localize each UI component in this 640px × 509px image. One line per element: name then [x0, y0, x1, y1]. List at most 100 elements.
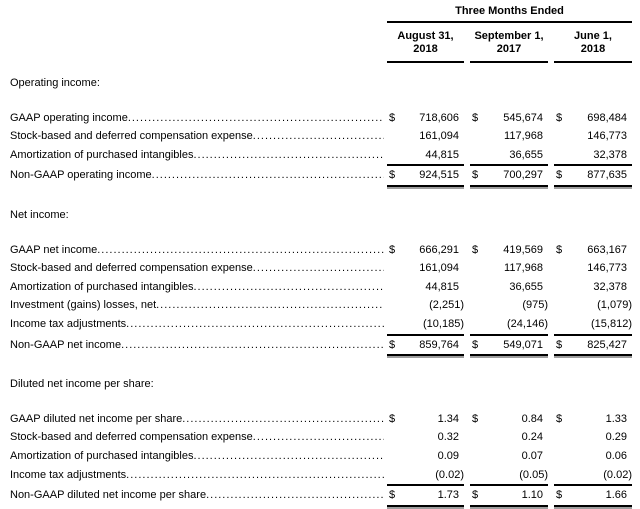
value: 1.34	[437, 412, 459, 425]
section-title-spacer	[10, 394, 632, 410]
row-label-cell: GAAP operating income	[10, 109, 384, 128]
value: 718,606	[419, 111, 459, 124]
value-cell: $545,674	[470, 109, 548, 128]
value-cell: 0.09	[387, 447, 464, 466]
value: 0.07	[521, 449, 543, 462]
section-gap	[10, 356, 632, 375]
row-label: Income tax adjustments	[10, 317, 127, 330]
value-cell: 146,773	[554, 259, 632, 278]
dollar-sign: $	[472, 243, 479, 256]
header-columns: Three Months Ended August 31, 2018 Septe…	[387, 5, 632, 63]
value-cell: $859,764	[387, 333, 464, 358]
value-cell: 32,378	[554, 146, 632, 165]
value: (24,146)	[507, 317, 548, 330]
value-cell: $419,569	[470, 241, 548, 260]
table-row: GAAP net income$666,291$419,569$663,167	[10, 241, 632, 260]
value-cell: 32,378	[554, 278, 632, 297]
dollar-sign: $	[389, 169, 396, 182]
row-label: Income tax adjustments	[10, 468, 127, 481]
value: 419,569	[503, 243, 543, 256]
value: 36,655	[509, 148, 543, 161]
value: 698,484	[587, 111, 627, 124]
column-header-date-line2: 2018	[413, 43, 438, 55]
value-cell: 146,773	[554, 127, 632, 146]
section-title-spacer	[10, 93, 632, 109]
value-cell: $825,427	[554, 333, 632, 358]
value: 0.06	[605, 449, 627, 462]
value-cell: (1,079)	[554, 296, 632, 315]
value: (0.05)	[519, 468, 548, 481]
row-label-cell: Stock-based and deferred compensation ex…	[10, 259, 384, 278]
value-cell: (2,251)	[387, 296, 464, 315]
value: (10,185)	[423, 317, 464, 330]
value: 32,378	[593, 148, 627, 161]
row-label-cell: GAAP net income	[10, 241, 384, 260]
dollar-sign: $	[556, 412, 563, 425]
dot-leader	[126, 466, 384, 485]
value-cell: $1.33	[554, 410, 632, 429]
value-cell: $700,297	[470, 164, 548, 189]
value: 666,291	[419, 243, 459, 256]
table-row: Amortization of purchased intangibles 44,…	[10, 278, 632, 297]
value-cell: (0.02)	[554, 466, 632, 485]
table-row: Income tax adjustments (0.02) (0.05) (0.02)	[10, 466, 632, 485]
value-cell: $1.73	[387, 484, 464, 509]
section: Operating income: GAAP operating income $7…	[10, 74, 632, 189]
value: 1.66	[605, 489, 627, 502]
row-label-cell: Investment (gains) losses, net	[10, 296, 384, 315]
value: (15,812)	[591, 317, 632, 330]
value-cell: $877,635	[554, 164, 632, 189]
dollar-sign: $	[472, 111, 479, 124]
row-label: Stock-based and deferred compensation ex…	[10, 130, 253, 143]
section-gap	[10, 187, 632, 206]
value-cell: 0.29	[554, 428, 632, 447]
value-cell: 0.07	[470, 447, 548, 466]
row-label: Non-GAAP operating income	[10, 169, 152, 182]
dollar-sign: $	[389, 489, 396, 502]
table-row: Non-GAAP operating income$924,515$700,29…	[10, 164, 632, 189]
column-header-date-line1: September 1,	[474, 30, 544, 42]
value: 0.29	[605, 431, 627, 444]
dollar-sign: $	[556, 243, 563, 256]
value-cell: $718,606	[387, 109, 464, 128]
value-cell: 161,094	[387, 127, 464, 146]
value: 1.10	[521, 489, 543, 502]
row-label-cell: Non-GAAP diluted net income per share	[10, 486, 384, 505]
value-cell: $549,071	[470, 333, 548, 358]
value: 161,094	[419, 262, 459, 275]
column-header-date-line2: 2017	[496, 43, 522, 55]
value-cell: $666,291	[387, 241, 464, 260]
section-title: Net income:	[10, 208, 69, 221]
section-title: Diluted net income per share:	[10, 378, 154, 391]
value: (0.02)	[435, 468, 464, 481]
value: 1.33	[605, 412, 627, 425]
dot-leader	[253, 127, 384, 146]
row-label: Non-GAAP net income	[10, 338, 122, 351]
table-row: Stock-based and deferred compensation ex…	[10, 428, 632, 447]
value-cell: 0.24	[470, 428, 548, 447]
value: 0.24	[521, 431, 543, 444]
row-label-cell: Income tax adjustments	[10, 466, 384, 485]
table-row: Amortization of purchased intangibles 44,…	[10, 146, 632, 165]
dollar-sign: $	[389, 243, 396, 256]
row-label-cell: Amortization of purchased intangibles	[10, 146, 384, 165]
dot-leader	[193, 447, 384, 466]
row-label: Amortization of purchased intangibles	[10, 449, 194, 462]
table-row: GAAP diluted net income per share$1.34$0…	[10, 410, 632, 429]
value-cell: 36,655	[470, 278, 548, 297]
row-label-cell: Amortization of purchased intangibles	[10, 447, 384, 466]
value-cell: $698,484	[554, 109, 632, 128]
dollar-sign: $	[472, 412, 479, 425]
row-label-cell: Income tax adjustments	[10, 315, 384, 334]
value: 117,968	[504, 130, 543, 143]
row-label: GAAP net income	[10, 243, 98, 256]
dot-leader	[193, 146, 384, 165]
row-label: Amortization of purchased intangibles	[10, 148, 194, 161]
value: (975)	[522, 299, 548, 312]
value-cell: $1.34	[387, 410, 464, 429]
value-cell: 36,655	[470, 146, 548, 165]
value: 545,674	[503, 111, 543, 124]
section: Diluted net income per share: GAAP dilute…	[10, 375, 632, 509]
dollar-sign: $	[556, 169, 563, 182]
value: 146,773	[587, 130, 627, 143]
